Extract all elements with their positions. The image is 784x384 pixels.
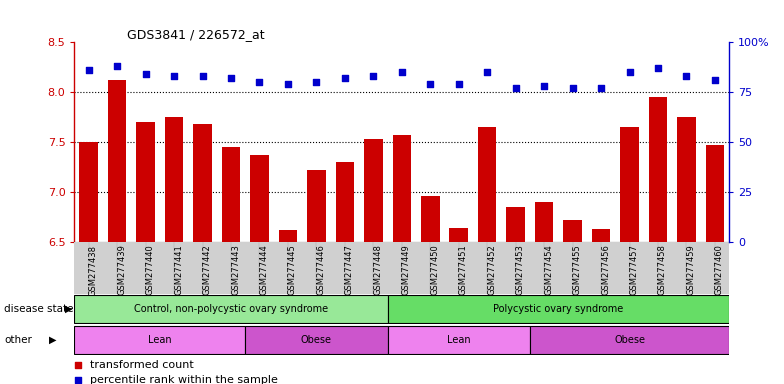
Text: GSM277453: GSM277453 [516,245,524,295]
Text: GSM277442: GSM277442 [202,245,212,295]
Text: GSM277460: GSM277460 [715,245,724,295]
Text: transformed count: transformed count [90,360,194,370]
Point [140,71,152,77]
Text: GSM277458: GSM277458 [658,245,667,295]
Bar [564,220,582,242]
Bar [530,326,729,354]
Point [510,85,522,91]
Point [652,65,664,71]
Text: GSM277448: GSM277448 [373,245,383,295]
Bar [478,127,496,242]
Point [452,81,465,87]
Text: GSM277457: GSM277457 [630,245,638,295]
Bar [108,80,126,242]
Bar [592,229,610,242]
Text: GSM277445: GSM277445 [288,245,297,295]
Point [395,69,408,75]
Bar [535,202,554,242]
Text: ▶: ▶ [49,335,57,345]
Bar [222,147,240,242]
Bar [364,139,383,242]
Bar [421,196,440,242]
Text: GSM277459: GSM277459 [687,245,695,295]
Text: Obese: Obese [614,335,645,345]
Text: Lean: Lean [447,335,470,345]
Text: percentile rank within the sample: percentile rank within the sample [90,375,278,384]
Bar [336,162,354,242]
Text: Control, non-polycystic ovary syndrome: Control, non-polycystic ovary syndrome [134,304,328,314]
Bar [79,142,98,242]
Text: GSM277455: GSM277455 [572,245,582,295]
Text: GSM277441: GSM277441 [174,245,183,295]
Text: GSM277454: GSM277454 [544,245,554,295]
Bar [136,122,155,242]
Bar [620,127,639,242]
Point [111,63,123,69]
Point [339,75,351,81]
Text: GSM277444: GSM277444 [260,245,268,295]
Point [538,83,550,89]
Point [310,79,323,85]
Text: GSM277449: GSM277449 [401,245,411,295]
Point [681,73,693,79]
Text: GSM277447: GSM277447 [345,245,354,295]
Point [196,73,209,79]
Bar [250,155,269,242]
Text: Polycystic ovary syndrome: Polycystic ovary syndrome [493,304,623,314]
Text: GSM277451: GSM277451 [459,245,468,295]
Text: GSM277450: GSM277450 [430,245,439,295]
Point [709,77,721,83]
Bar [74,326,245,354]
Text: Obese: Obese [301,335,332,345]
Text: disease state: disease state [4,304,74,314]
Bar [387,295,729,323]
Bar [393,135,411,242]
Text: GSM277440: GSM277440 [146,245,154,295]
Bar [165,117,183,242]
Bar [506,207,525,242]
Point [623,69,636,75]
Bar [245,326,387,354]
Text: GSM277446: GSM277446 [317,245,325,295]
Text: GSM277439: GSM277439 [117,245,126,295]
Bar [278,230,297,242]
Text: ▶: ▶ [65,304,73,314]
Point [281,81,294,87]
Point [367,73,379,79]
Point [225,75,238,81]
Text: GSM277443: GSM277443 [231,245,240,295]
Text: GSM277456: GSM277456 [601,245,610,295]
Bar [706,145,724,242]
Bar [677,117,695,242]
Text: GSM277438: GSM277438 [89,245,98,296]
Text: other: other [4,335,32,345]
Text: GSM277452: GSM277452 [487,245,496,295]
Bar [648,97,667,242]
Bar [74,295,387,323]
Point [481,69,493,75]
Text: GDS3841 / 226572_at: GDS3841 / 226572_at [127,28,264,41]
Point [253,79,266,85]
Point [595,85,608,91]
Point [566,85,579,91]
Bar [194,124,212,242]
Bar [307,170,325,242]
Bar [387,326,530,354]
Text: Lean: Lean [148,335,172,345]
Point [424,81,437,87]
Point [168,73,180,79]
Point [82,67,95,73]
Bar [449,228,468,242]
